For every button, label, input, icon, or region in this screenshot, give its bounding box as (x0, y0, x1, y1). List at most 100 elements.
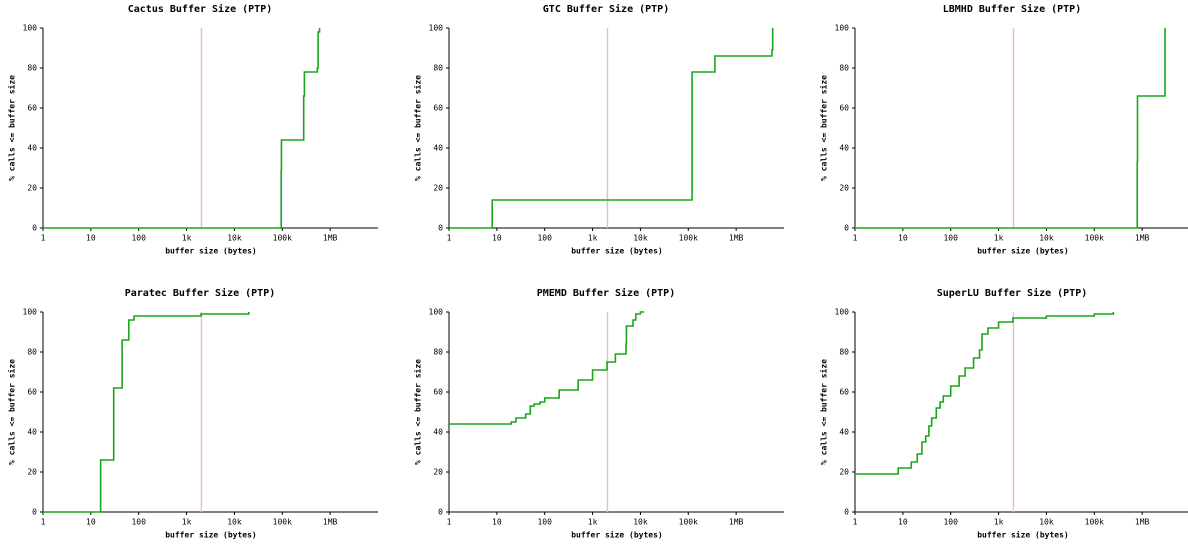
x-tick-label: 1 (853, 518, 858, 527)
y-tick-label: 100 (429, 308, 444, 317)
cdf-line (449, 28, 774, 229)
y-tick-label: 20 (839, 184, 849, 193)
chart-title: GTC Buffer Size (PTP) (543, 3, 669, 15)
y-tick-label: 80 (433, 348, 443, 357)
x-tick-label: 10 (492, 518, 502, 527)
y-tick-label: 60 (433, 388, 443, 397)
cdf-line (855, 312, 1115, 475)
y-tick-label: 40 (839, 428, 849, 437)
y-tick-label: 0 (844, 508, 849, 517)
x-tick-label: 1MB (323, 518, 338, 527)
x-tick-label: 1MB (1135, 518, 1150, 527)
chart-title: Paratec Buffer Size (PTP) (125, 287, 276, 299)
x-tick-label: 10k (1039, 234, 1054, 243)
x-axis-label: buffer size (bytes) (977, 246, 1069, 256)
x-axis-label: buffer size (bytes) (165, 530, 257, 540)
x-tick-label: 100k (273, 234, 292, 243)
y-tick-label: 20 (433, 468, 443, 477)
x-tick-label: 100k (1085, 518, 1104, 527)
x-tick-label: 10k (1039, 518, 1054, 527)
y-tick-label: 60 (27, 388, 37, 397)
y-tick-label: 60 (27, 104, 37, 113)
y-tick-label: 80 (27, 348, 37, 357)
x-tick-label: 1MB (729, 234, 744, 243)
y-tick-label: 80 (839, 348, 849, 357)
x-tick-label: 10 (86, 234, 96, 243)
x-tick-label: 100 (943, 234, 958, 243)
x-tick-label: 1 (41, 518, 46, 527)
y-tick-label: 80 (839, 64, 849, 73)
chart-title: SuperLU Buffer Size (PTP) (937, 287, 1088, 299)
x-tick-label: 100k (273, 518, 292, 527)
x-tick-label: 10 (86, 518, 96, 527)
x-tick-label: 10 (492, 234, 502, 243)
cdf-line (449, 311, 645, 425)
x-tick-label: 1 (447, 518, 452, 527)
y-axis-label: % calls <= buffer size (7, 75, 17, 181)
y-tick-label: 100 (429, 24, 444, 33)
y-tick-label: 80 (27, 64, 37, 73)
y-tick-label: 0 (844, 224, 849, 233)
chart-title: Cactus Buffer Size (PTP) (128, 3, 273, 15)
y-tick-label: 20 (839, 468, 849, 477)
x-tick-label: 1k (994, 234, 1004, 243)
y-axis-label: % calls <= buffer size (413, 359, 423, 465)
y-tick-label: 20 (27, 184, 37, 193)
x-tick-label: 10k (227, 234, 242, 243)
x-tick-label: 1k (994, 518, 1004, 527)
y-axis-label: % calls <= buffer size (819, 359, 829, 465)
y-tick-label: 40 (839, 144, 849, 153)
y-tick-label: 60 (839, 388, 849, 397)
x-tick-label: 100k (679, 518, 698, 527)
x-tick-label: 10k (633, 234, 648, 243)
y-tick-label: 20 (433, 184, 443, 193)
cdf-line (855, 28, 1166, 229)
x-tick-label: 100k (679, 234, 698, 243)
chart-title: PMEMD Buffer Size (PTP) (537, 287, 675, 299)
x-axis-label: buffer size (bytes) (165, 246, 257, 256)
x-tick-label: 1 (41, 234, 46, 243)
y-tick-label: 0 (32, 508, 37, 517)
x-tick-label: 100k (1085, 234, 1104, 243)
x-tick-label: 1k (588, 518, 598, 527)
y-tick-label: 100 (835, 24, 850, 33)
x-tick-label: 1 (447, 234, 452, 243)
x-tick-label: 10 (898, 234, 908, 243)
x-tick-label: 1MB (323, 234, 338, 243)
x-tick-label: 100 (131, 518, 146, 527)
x-tick-label: 1k (182, 518, 192, 527)
x-tick-label: 1 (853, 234, 858, 243)
x-axis-label: buffer size (bytes) (571, 246, 663, 256)
y-tick-label: 40 (433, 428, 443, 437)
x-axis-label: buffer size (bytes) (571, 530, 663, 540)
y-tick-label: 40 (433, 144, 443, 153)
y-tick-label: 100 (23, 308, 38, 317)
x-tick-label: 1k (182, 234, 192, 243)
y-tick-label: 0 (438, 508, 443, 517)
y-tick-label: 40 (27, 428, 37, 437)
y-tick-label: 80 (433, 64, 443, 73)
x-tick-label: 100 (537, 518, 552, 527)
x-tick-label: 10k (633, 518, 648, 527)
x-tick-label: 100 (943, 518, 958, 527)
cdf-line (43, 28, 321, 229)
y-tick-label: 0 (438, 224, 443, 233)
y-tick-label: 100 (23, 24, 38, 33)
y-axis-label: % calls <= buffer size (7, 359, 17, 465)
x-tick-label: 10 (898, 518, 908, 527)
y-tick-label: 20 (27, 468, 37, 477)
y-axis-label: % calls <= buffer size (819, 75, 829, 181)
y-axis-label: % calls <= buffer size (413, 75, 423, 181)
x-tick-label: 1k (588, 234, 598, 243)
y-tick-label: 0 (32, 224, 37, 233)
y-tick-label: 40 (27, 144, 37, 153)
x-axis-label: buffer size (bytes) (977, 530, 1069, 540)
x-tick-label: 10k (227, 518, 242, 527)
x-tick-label: 1MB (1135, 234, 1150, 243)
y-tick-label: 100 (835, 308, 850, 317)
x-tick-label: 100 (537, 234, 552, 243)
x-tick-label: 100 (131, 234, 146, 243)
y-tick-label: 60 (433, 104, 443, 113)
cdf-line (43, 312, 250, 513)
